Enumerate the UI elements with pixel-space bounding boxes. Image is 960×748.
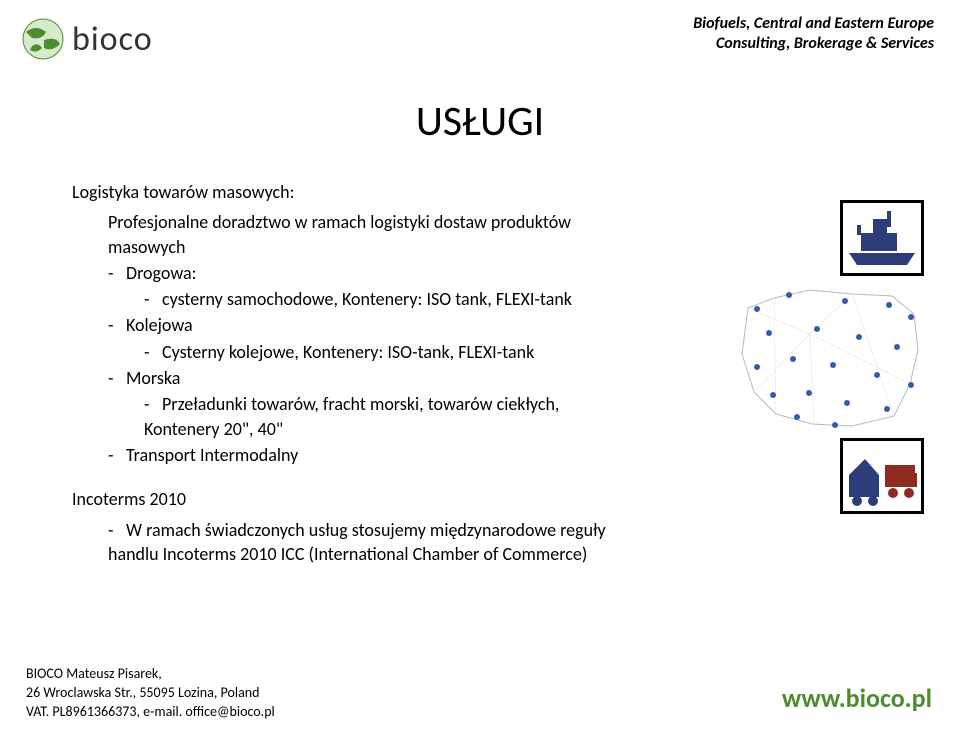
illustration-column [664, 200, 924, 514]
tagline-line1: Biofuels, Central and Eastern Europe [693, 14, 934, 34]
map-dot [908, 382, 914, 388]
page-title: USŁUGI [0, 96, 960, 147]
poland-map [734, 282, 924, 432]
map-dot [814, 326, 820, 332]
bullet-morska: -Morska [108, 366, 612, 390]
footer-line2: 26 Wroclawska Str., 55095 Lozina, Poland [26, 684, 275, 703]
bullet-label: Morska [126, 367, 180, 389]
bullet-morska-child: -Przeładunki towarów, fracht morski, tow… [144, 392, 612, 441]
map-dot [894, 344, 900, 350]
bullet-drogowa-child: -cysterny samochodowe, Kontenery: ISO ta… [144, 287, 612, 311]
map-dot [766, 330, 772, 336]
logo-block: bioco [22, 18, 153, 60]
map-dot [790, 356, 796, 362]
footer-url: www.bioco.pl [782, 682, 932, 714]
map-dot [844, 400, 850, 406]
map-dot [908, 314, 914, 320]
tagline-line2: Consulting, Brokerage & Services [693, 34, 934, 54]
slide: bioco Biofuels, Central and Eastern Euro… [0, 0, 960, 748]
bullet-child-text: Cysterny kolejowe, Kontenery: ISO-tank, … [162, 341, 534, 363]
bullet-incoterms: -W ramach świadczonych usług stosujemy m… [108, 518, 612, 567]
bullet-kolejowa: -Kolejowa [108, 313, 612, 337]
map-dot [874, 372, 880, 378]
bullet-label: Kolejowa [126, 314, 193, 336]
footer-contact: BIOCO Mateusz Pisarek, 26 Wroclawska Str… [26, 665, 275, 722]
body-content: Logistyka towarów masowych: Profesjonaln… [72, 180, 612, 568]
tagline: Biofuels, Central and Eastern Europe Con… [693, 14, 934, 54]
map-dot [886, 302, 892, 308]
map-dot [842, 298, 848, 304]
bullet-text: W ramach świadczonych usług stosujemy mi… [108, 519, 606, 565]
map-dot [806, 390, 812, 396]
bullet-intermodal: -Transport Intermodalny [108, 443, 612, 467]
map-dot [754, 306, 760, 312]
train-truck-icon [840, 438, 924, 514]
bullet-child-text: Przeładunki towarów, fracht morski, towa… [144, 393, 559, 439]
map-dot [786, 292, 792, 298]
map-dot [794, 414, 800, 420]
sub-1: Profesjonalne doradztwo w ramach logisty… [108, 210, 612, 259]
map-dot [770, 392, 776, 398]
map-dot [830, 362, 836, 368]
bullet-drogowa: -Drogowa: [108, 261, 612, 285]
ship-icon [840, 200, 924, 276]
heading-1: Logistyka towarów masowych: [72, 180, 612, 204]
bullet-kolejowa-child: -Cysterny kolejowe, Kontenery: ISO-tank,… [144, 340, 612, 364]
globe-icon [22, 18, 64, 60]
map-dot [832, 422, 838, 428]
map-dot [884, 406, 890, 412]
map-dot [754, 364, 760, 370]
bullet-child-text: cysterny samochodowe, Kontenery: ISO tan… [162, 288, 572, 310]
footer-line1: BIOCO Mateusz Pisarek, [26, 665, 275, 684]
bullet-label: Drogowa: [126, 262, 196, 284]
logo-text: bioco [72, 19, 153, 60]
map-dot [856, 334, 862, 340]
bullet-label: Transport Intermodalny [126, 444, 298, 466]
heading-2: Incoterms 2010 [72, 487, 612, 511]
footer-line3: VAT. PL8961366373, e-mail. office@bioco.… [26, 703, 275, 722]
